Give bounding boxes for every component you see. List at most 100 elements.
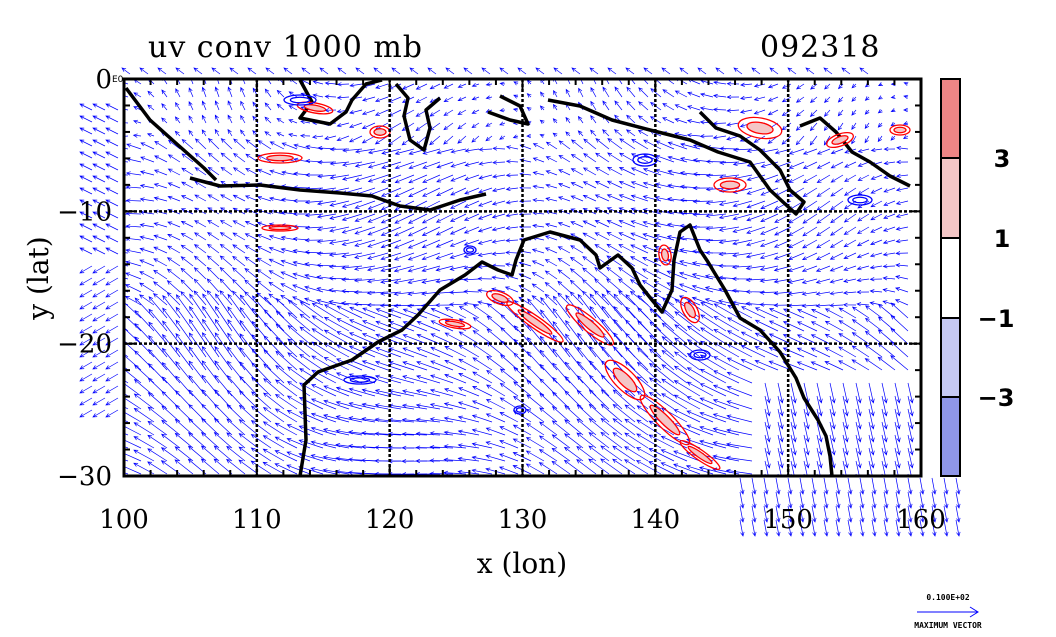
wind-vector [612, 389, 636, 410]
wind-vector [764, 460, 769, 476]
wind-vector [367, 213, 389, 223]
wind-vector [227, 306, 246, 332]
wind-vector [202, 293, 220, 319]
wind-vector [139, 223, 155, 228]
wind-vector [637, 333, 662, 358]
wind-vector [590, 129, 597, 137]
wind-vector [606, 255, 623, 267]
wind-vector [402, 308, 428, 319]
wind-vector [175, 333, 194, 358]
wind-vector [166, 291, 181, 306]
wind-vector [92, 289, 106, 298]
wind-vector [214, 100, 220, 111]
wind-vector [838, 346, 857, 358]
wind-vector [311, 328, 337, 345]
wind-vector [402, 361, 428, 371]
wind-vector [815, 278, 831, 284]
wind-vector [498, 466, 519, 475]
wind-vector [740, 331, 766, 345]
wind-vector [558, 140, 571, 150]
wind-vector [594, 207, 610, 215]
wind-vector [310, 398, 337, 410]
wind-vector [704, 286, 727, 293]
wind-vector [732, 252, 753, 258]
wind-vector [227, 100, 233, 111]
wind-vector [894, 408, 901, 430]
wind-vector [194, 220, 207, 228]
wind-vector [763, 491, 769, 509]
wind-vector [92, 103, 106, 111]
wind-vector [571, 67, 581, 75]
wind-vector [79, 199, 93, 207]
wind-vector [492, 160, 506, 165]
wind-vector [855, 382, 862, 404]
wind-vector [764, 434, 771, 456]
wind-vector [855, 395, 862, 417]
wind-vector [767, 96, 779, 102]
wind-vector [361, 388, 389, 397]
wind-vector [244, 233, 259, 241]
wind-vector [570, 221, 584, 228]
wind-vector [582, 194, 597, 202]
wind-vector [105, 409, 119, 418]
wind-vector [226, 445, 246, 462]
wind-vector [292, 198, 311, 204]
wind-vector [713, 370, 740, 384]
wind-vector [486, 384, 506, 397]
wind-vector [630, 220, 649, 228]
wind-vector [882, 252, 896, 257]
wind-vector [895, 275, 909, 280]
wind-vector [525, 463, 545, 475]
x-axis-label: x (lon) [477, 547, 567, 580]
wind-vector [679, 248, 701, 254]
wind-vector [362, 96, 376, 102]
wind-vector [238, 446, 259, 462]
wind-vector [824, 308, 844, 319]
wind-vector [161, 347, 181, 371]
wind-vector [201, 114, 207, 124]
wind-vector [227, 128, 233, 137]
wind-vector [764, 382, 771, 404]
wind-vector [907, 421, 914, 443]
wind-vector [894, 460, 899, 476]
wind-vector [435, 278, 454, 284]
wind-vector [732, 226, 753, 233]
wind-vector [660, 449, 688, 462]
wind-vector [518, 296, 532, 306]
wind-vector [857, 148, 870, 153]
wind-vector [733, 67, 743, 75]
convergence-contour-positive [649, 404, 681, 436]
wind-vector [847, 519, 853, 537]
wind-vector [380, 213, 402, 224]
wind-vector [324, 94, 337, 99]
wind-vector [648, 448, 675, 462]
wind-vector [718, 213, 740, 220]
wind-vector [444, 359, 467, 371]
wind-vector [864, 109, 870, 115]
wind-vector [304, 285, 324, 293]
wind-vector [871, 505, 877, 523]
wind-vector [162, 295, 181, 319]
wind-vector [739, 519, 745, 537]
wind-vector [153, 196, 168, 202]
wind-vector [746, 239, 766, 247]
wind-vector [292, 236, 311, 242]
wind-vector [214, 128, 220, 137]
wind-vector [613, 305, 636, 332]
wind-vector [139, 282, 155, 293]
wind-vector [161, 103, 168, 111]
wind-vector [213, 458, 233, 475]
wind-vector [287, 312, 311, 332]
wind-vector [686, 119, 701, 124]
wind-vector [457, 429, 480, 436]
wind-vector [375, 96, 389, 103]
wind-vector [842, 290, 857, 295]
wind-vector [726, 386, 753, 397]
wind-vector [526, 423, 545, 436]
wind-vector [894, 434, 901, 456]
wind-vector [680, 142, 701, 150]
wind-vector [105, 265, 119, 274]
wind-vector [855, 408, 862, 430]
wind-vector [316, 239, 337, 244]
wind-vector [79, 265, 93, 274]
